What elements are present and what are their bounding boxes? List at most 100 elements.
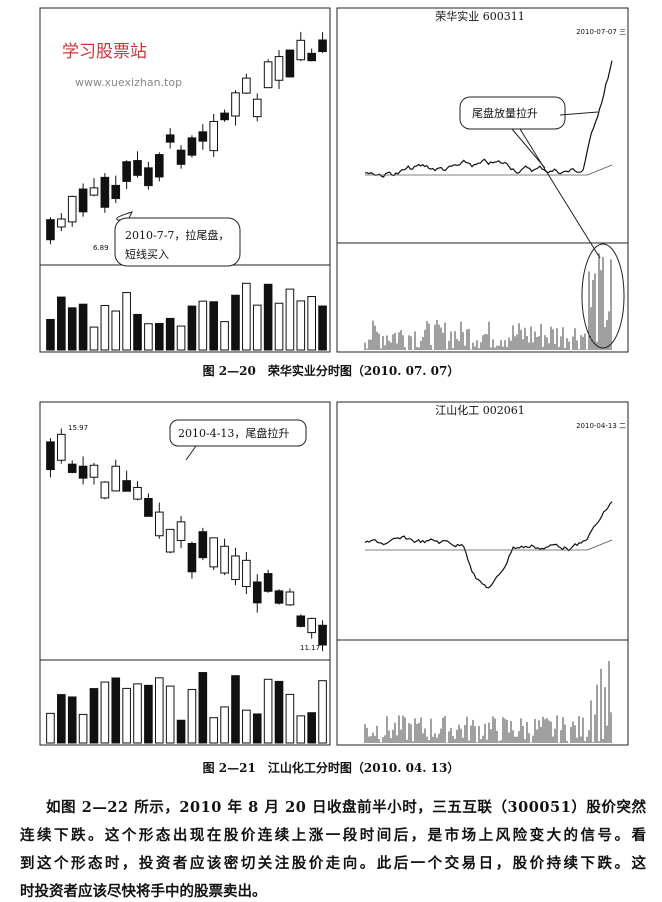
date: 2010-04-13 二 — [576, 422, 626, 430]
volume-bar — [296, 300, 306, 351]
volume-bar — [307, 296, 316, 351]
volume-bar — [78, 303, 88, 351]
date: 2010-07-07 三 — [576, 28, 626, 36]
candle — [252, 98, 262, 118]
volume-bar — [144, 323, 153, 351]
candle — [154, 154, 164, 178]
caption: 图 2—20 荣华实业分时图（2010. 07. 07） — [203, 363, 460, 378]
volume-bar — [252, 713, 262, 744]
candle — [318, 39, 327, 53]
highlight — [581, 243, 625, 349]
arrow — [519, 128, 601, 259]
volume-bar — [220, 706, 229, 744]
candle — [111, 465, 121, 492]
paragraph-line: 时投资者应该尽快将手中的股票卖出。 — [20, 882, 267, 900]
candle — [285, 49, 295, 78]
callout — [114, 217, 241, 267]
volume-bar — [165, 317, 175, 351]
candle — [231, 555, 240, 581]
volume-bar — [242, 709, 251, 744]
candle — [67, 463, 77, 473]
candle — [274, 56, 284, 81]
candle — [165, 134, 175, 143]
volume-bar — [263, 283, 273, 351]
volume-bar — [274, 680, 284, 744]
volume-bar — [252, 304, 262, 351]
price-line — [364, 60, 613, 178]
candle — [242, 77, 251, 94]
volume-bar — [100, 681, 110, 744]
volume-bar — [318, 305, 327, 351]
candle — [198, 531, 208, 559]
candle — [122, 161, 131, 182]
caption: 图 2—21 江山化工分时图（2010. 04. 13） — [203, 760, 460, 775]
candle — [285, 591, 295, 606]
volume-bar — [176, 719, 186, 744]
volume-bar — [209, 301, 219, 351]
volume-bar — [231, 294, 240, 351]
paragraph-line: 到这个形态时，投资者应该密切关注股价走向。此后一个交易日，股价持续下跌。这 — [20, 854, 647, 872]
candle — [78, 188, 88, 213]
candle — [176, 149, 186, 165]
candle — [307, 52, 316, 62]
volume-bar — [46, 712, 55, 744]
candle — [89, 187, 99, 196]
candle — [187, 542, 197, 573]
candle — [274, 590, 284, 604]
candle — [111, 184, 121, 199]
stock-title: 江山化工 002061 — [435, 403, 525, 417]
candle — [209, 120, 219, 152]
candle — [154, 511, 164, 537]
candle — [100, 176, 110, 208]
candle — [165, 528, 175, 553]
candle — [318, 624, 327, 646]
volume-bar — [144, 684, 153, 744]
paragraph-line: 如图 2—22 所示，2010 年 8 月 20 日收盘前半小时，三五互联（30… — [46, 798, 647, 816]
annotation: 2010-4-13，尾盘拉升 — [178, 426, 289, 440]
volume-bar — [187, 305, 197, 351]
candle — [78, 465, 88, 479]
volume-bar — [220, 321, 229, 351]
average-line — [365, 164, 613, 176]
candle — [307, 617, 316, 634]
volume-bar — [78, 713, 88, 744]
candle — [57, 218, 66, 228]
candle — [46, 219, 55, 241]
frames — [39, 7, 629, 746]
low-label: 6.89 — [93, 244, 109, 252]
volume-bar — [154, 677, 164, 744]
volume-bar — [67, 307, 77, 351]
candle — [144, 167, 153, 187]
average-line — [365, 539, 613, 551]
candle — [100, 481, 110, 499]
high-label: 15.97 — [68, 424, 88, 432]
paragraph-line: 连续下跌。这个形态出现在股价连续上涨一段时间后，是市场上风险变大的信号。看 — [20, 826, 646, 844]
volume-bar — [122, 687, 131, 744]
volume-bar — [198, 300, 208, 351]
candle — [46, 441, 55, 471]
annotation: 短线买入 — [125, 247, 169, 261]
annotation: 尾盘放量拉升 — [472, 106, 538, 120]
volume-bar — [165, 685, 175, 744]
chart-drawings — [46, 31, 613, 744]
candle — [209, 537, 219, 568]
volume-bar — [111, 310, 121, 351]
volume-bar — [89, 688, 99, 744]
arrow — [511, 128, 546, 169]
candle — [89, 464, 99, 478]
volume-bar — [285, 693, 295, 744]
volume-bar — [133, 683, 142, 744]
volume-bar — [285, 288, 295, 351]
candle — [67, 195, 77, 223]
stock-title: 荣华实业 600311 — [435, 9, 525, 23]
candle — [242, 559, 251, 588]
price-line — [364, 501, 613, 589]
candle — [198, 131, 208, 142]
volume-bar — [154, 322, 164, 351]
annotation: 2010-7-7，拉尾盘， — [125, 228, 229, 242]
volume-bar — [57, 694, 66, 744]
kline-frame — [39, 401, 331, 746]
volume-bar — [242, 282, 251, 351]
volume-bar — [187, 688, 197, 744]
volume-bar — [307, 712, 316, 744]
